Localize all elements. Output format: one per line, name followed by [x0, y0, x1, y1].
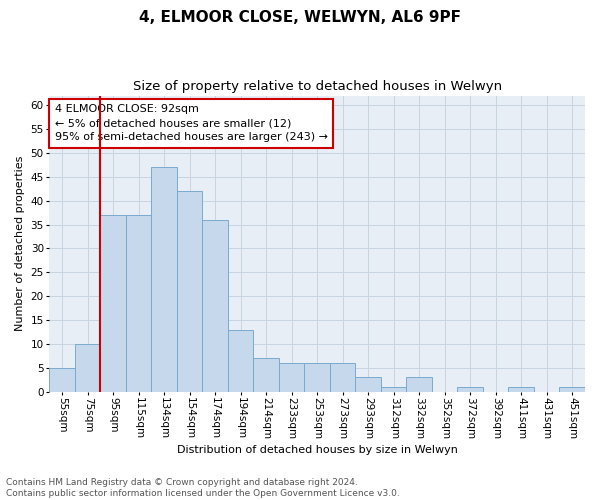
Bar: [151, 167, 177, 392]
Bar: [457, 387, 483, 392]
Bar: [304, 363, 330, 392]
Text: Contains HM Land Registry data © Crown copyright and database right 2024.
Contai: Contains HM Land Registry data © Crown c…: [6, 478, 400, 498]
Bar: [75, 344, 100, 392]
Text: 4, ELMOOR CLOSE, WELWYN, AL6 9PF: 4, ELMOOR CLOSE, WELWYN, AL6 9PF: [139, 10, 461, 25]
Bar: [279, 363, 304, 392]
Bar: [508, 387, 534, 392]
Bar: [49, 368, 75, 392]
Bar: [381, 387, 406, 392]
Title: Size of property relative to detached houses in Welwyn: Size of property relative to detached ho…: [133, 80, 502, 93]
Bar: [253, 358, 279, 392]
X-axis label: Distribution of detached houses by size in Welwyn: Distribution of detached houses by size …: [177, 445, 458, 455]
Bar: [330, 363, 355, 392]
Text: 4 ELMOOR CLOSE: 92sqm
← 5% of detached houses are smaller (12)
95% of semi-detac: 4 ELMOOR CLOSE: 92sqm ← 5% of detached h…: [55, 104, 328, 142]
Bar: [202, 220, 228, 392]
Bar: [177, 191, 202, 392]
Bar: [100, 215, 126, 392]
Y-axis label: Number of detached properties: Number of detached properties: [15, 156, 25, 332]
Bar: [355, 378, 381, 392]
Bar: [559, 387, 585, 392]
Bar: [406, 378, 432, 392]
Bar: [126, 215, 151, 392]
Bar: [228, 330, 253, 392]
